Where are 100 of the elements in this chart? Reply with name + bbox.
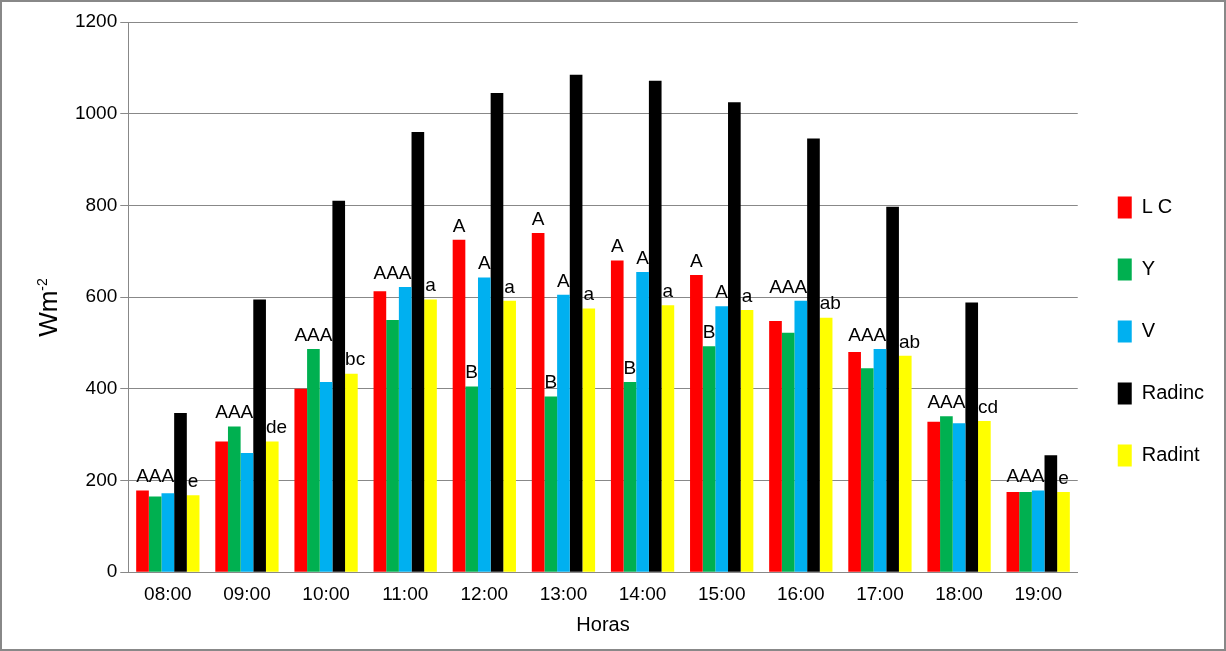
bar — [728, 102, 741, 572]
data-label: B — [465, 361, 479, 383]
data-label: AAA — [1006, 465, 1045, 487]
x-tick-label: 13:00 — [539, 582, 588, 604]
data-label: AAA — [215, 401, 254, 423]
bar — [240, 452, 254, 572]
y-tick-label: 400 — [85, 377, 118, 399]
bar — [569, 74, 583, 572]
bar — [332, 200, 346, 572]
bar — [740, 309, 754, 572]
data-label: e — [1058, 466, 1069, 488]
data-label: a — [425, 274, 437, 296]
bar — [424, 299, 437, 572]
bar — [386, 320, 399, 572]
bar — [136, 490, 149, 572]
bar — [582, 308, 596, 572]
data-label: AAA — [136, 465, 175, 487]
x-tick-label: 09:00 — [223, 582, 271, 604]
bar — [186, 495, 200, 572]
y-tick-label: 600 — [85, 285, 118, 307]
bar — [1019, 491, 1032, 572]
data-label: A — [531, 207, 545, 229]
x-tick-label: 16:00 — [777, 582, 825, 604]
bar — [636, 271, 649, 572]
bar — [1044, 455, 1058, 572]
legend-label: Radint — [1141, 443, 1200, 466]
bar — [886, 206, 899, 572]
x-tick-label: 17:00 — [856, 582, 904, 604]
bar — [531, 232, 545, 572]
legend-label: Radinc — [1141, 381, 1205, 404]
y-tick-label: 800 — [85, 193, 118, 215]
y-tick-label: 1200 — [74, 10, 118, 32]
bar — [544, 396, 558, 572]
data-label: A — [690, 249, 704, 271]
bar — [307, 348, 320, 572]
bar — [715, 306, 729, 572]
data-label: ab — [819, 292, 841, 314]
bar — [148, 496, 162, 572]
bar — [465, 386, 478, 572]
x-tick-label: 11:00 — [382, 582, 429, 604]
bar — [940, 416, 953, 572]
x-tick-label: 14:00 — [618, 582, 667, 604]
data-label: A — [715, 281, 729, 302]
bar — [1057, 491, 1070, 572]
bar — [702, 346, 716, 572]
x-tick-label: 19:00 — [1014, 582, 1062, 604]
data-label: ab — [898, 330, 921, 352]
bar — [265, 441, 279, 572]
data-label: a — [741, 284, 753, 306]
bar — [373, 291, 387, 572]
data-label: AAA — [769, 275, 808, 297]
legend-label: L C — [1141, 195, 1173, 218]
x-tick-label: 12:00 — [460, 582, 509, 604]
bar — [174, 413, 187, 572]
data-label: a — [662, 280, 674, 302]
bar — [769, 320, 782, 572]
bar — [860, 368, 874, 572]
bar — [978, 420, 991, 572]
bar — [648, 80, 662, 572]
y-tick-label: 0 — [106, 560, 118, 582]
data-label: B — [544, 371, 558, 393]
bar — [819, 317, 833, 572]
bar — [227, 426, 241, 572]
bar — [294, 388, 308, 572]
x-tick-label: 10:00 — [302, 582, 350, 604]
bar — [398, 287, 412, 572]
bar — [345, 373, 358, 572]
data-label: cd — [978, 395, 999, 417]
bar — [661, 305, 675, 572]
bar — [952, 423, 966, 572]
bar — [610, 260, 624, 572]
data-label: A — [636, 246, 650, 268]
bar — [873, 348, 887, 572]
data-label: AAA — [373, 261, 412, 283]
bar — [253, 299, 266, 572]
x-tick-label: 15:00 — [697, 582, 746, 604]
bar — [161, 493, 175, 572]
bar — [411, 132, 425, 572]
data-label: A — [610, 235, 624, 257]
legend-label: V — [1141, 319, 1156, 342]
data-label: B — [702, 320, 716, 342]
bar — [623, 381, 637, 572]
bar — [965, 302, 979, 572]
bar — [848, 352, 861, 572]
bar — [781, 332, 795, 572]
bar — [1031, 490, 1045, 572]
data-label: a — [583, 283, 595, 305]
bar — [807, 138, 820, 572]
data-label: B — [623, 356, 637, 378]
bar — [319, 381, 333, 572]
bar — [477, 277, 491, 572]
data-label: e — [187, 469, 199, 491]
bar — [557, 294, 570, 572]
bar — [794, 300, 808, 572]
bar — [927, 421, 941, 572]
x-tick-label: 08:00 — [144, 582, 192, 604]
bar — [215, 441, 228, 572]
data-label: AAA — [848, 323, 887, 345]
bar — [503, 300, 516, 572]
data-label: a — [504, 275, 516, 297]
